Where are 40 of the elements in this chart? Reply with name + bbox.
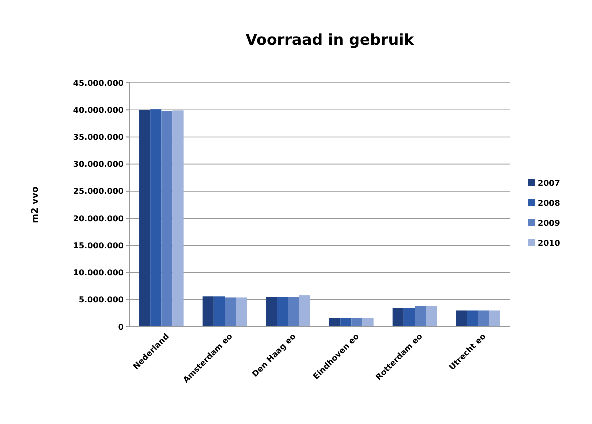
y-tick-label: 45.000.000 [73, 78, 124, 88]
y-tick-label: 5.000.000 [78, 296, 124, 305]
bar [426, 306, 438, 327]
bar [352, 318, 363, 327]
legend-label: 2009 [538, 218, 561, 228]
bar [225, 298, 236, 327]
bar [150, 110, 162, 327]
y-tick-label: 25.000.000 [73, 187, 124, 196]
y-tick-label: 40.000.000 [73, 106, 124, 115]
bar [489, 310, 500, 327]
bar [330, 318, 341, 327]
bar [392, 308, 404, 327]
legend-label: 2007 [538, 178, 560, 188]
y-tick-label: 20.000.000 [73, 214, 124, 224]
bar [172, 110, 184, 327]
y-axis-title: m2 vvo [31, 186, 41, 224]
y-tick-label: 10.000.000 [73, 268, 124, 278]
bar [340, 318, 352, 327]
bar [299, 296, 310, 327]
chart-title: Voorraad in gebruik [246, 31, 416, 49]
y-tick-label: 15.000.000 [73, 241, 124, 250]
bar [467, 310, 478, 327]
bar [140, 110, 151, 327]
bar [236, 298, 248, 327]
legend-label: 2008 [538, 198, 561, 208]
bar [162, 111, 173, 327]
y-tick-label: 35.000.000 [73, 133, 124, 142]
bar [266, 297, 278, 327]
bar [288, 297, 300, 327]
legend-label: 2010 [538, 238, 561, 248]
y-tick-label: 0 [118, 322, 124, 332]
bar [404, 308, 415, 327]
bar [456, 310, 468, 327]
y-tick-label: 30.000.000 [73, 160, 124, 170]
bar [214, 296, 225, 327]
bar [362, 318, 374, 327]
bar [478, 310, 490, 327]
bar [202, 296, 214, 327]
bar [415, 306, 426, 327]
bar [277, 297, 288, 327]
